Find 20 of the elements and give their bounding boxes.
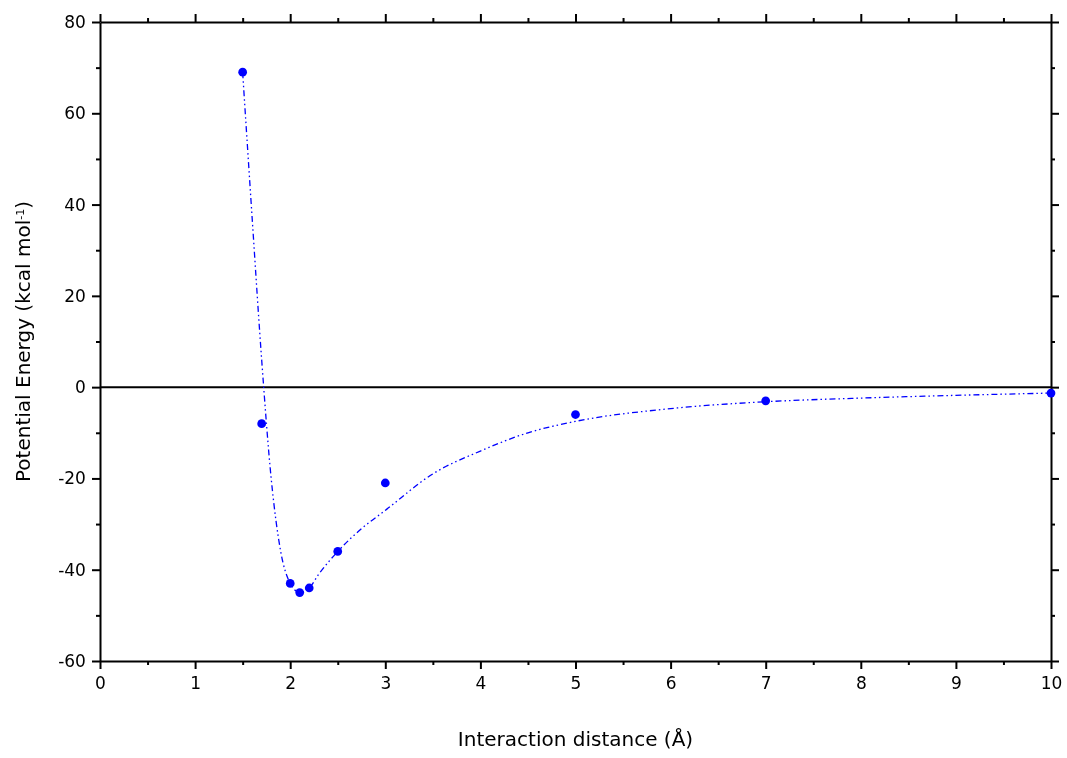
x-tick-label: 5 xyxy=(570,672,582,693)
x-tick-label: 7 xyxy=(760,672,772,693)
y-tick-label: -60 xyxy=(58,650,86,671)
y-tick-label: 80 xyxy=(64,11,86,32)
x-tick-label: 1 xyxy=(190,672,202,693)
y-tick-label: -20 xyxy=(58,468,86,489)
y-tick-label: -40 xyxy=(58,559,86,580)
x-tick-label: 3 xyxy=(380,672,392,693)
y-tick-label: 20 xyxy=(64,285,86,306)
y-tick-label: 40 xyxy=(64,194,86,215)
x-tick-label: 10 xyxy=(1040,672,1063,693)
x-tick-label: 9 xyxy=(950,672,962,693)
y-tick-label: 60 xyxy=(64,103,86,124)
y-tick-label: 0 xyxy=(75,377,86,398)
x-tick-label: 6 xyxy=(665,672,677,693)
x-tick-label: 8 xyxy=(855,672,867,693)
x-tick-label: 0 xyxy=(95,672,106,693)
x-tick-label: 2 xyxy=(285,672,297,693)
x-tick-label: 4 xyxy=(475,672,487,693)
x-axis-title: Interaction distance (Å) xyxy=(457,727,694,751)
